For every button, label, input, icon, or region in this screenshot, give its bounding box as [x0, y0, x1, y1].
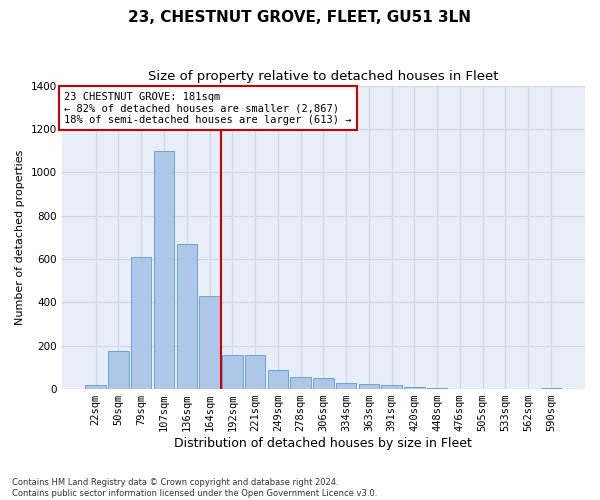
Bar: [268, 370, 288, 389]
Bar: [313, 378, 334, 389]
Bar: [382, 384, 402, 389]
Text: 23, CHESTNUT GROVE, FLEET, GU51 3LN: 23, CHESTNUT GROVE, FLEET, GU51 3LN: [128, 10, 472, 25]
Bar: [154, 150, 174, 389]
Bar: [199, 296, 220, 389]
Bar: [108, 351, 129, 389]
Bar: [404, 387, 425, 389]
X-axis label: Distribution of detached houses by size in Fleet: Distribution of detached houses by size …: [175, 437, 472, 450]
Bar: [222, 356, 242, 389]
Text: 23 CHESTNUT GROVE: 181sqm
← 82% of detached houses are smaller (2,867)
18% of se: 23 CHESTNUT GROVE: 181sqm ← 82% of detac…: [64, 92, 352, 125]
Bar: [541, 388, 561, 389]
Bar: [290, 377, 311, 389]
Bar: [427, 388, 448, 389]
Bar: [176, 244, 197, 389]
Bar: [85, 384, 106, 389]
Title: Size of property relative to detached houses in Fleet: Size of property relative to detached ho…: [148, 70, 499, 83]
Bar: [245, 356, 265, 389]
Y-axis label: Number of detached properties: Number of detached properties: [15, 150, 25, 325]
Bar: [359, 384, 379, 389]
Bar: [131, 257, 151, 389]
Text: Contains HM Land Registry data © Crown copyright and database right 2024.
Contai: Contains HM Land Registry data © Crown c…: [12, 478, 377, 498]
Bar: [336, 382, 356, 389]
